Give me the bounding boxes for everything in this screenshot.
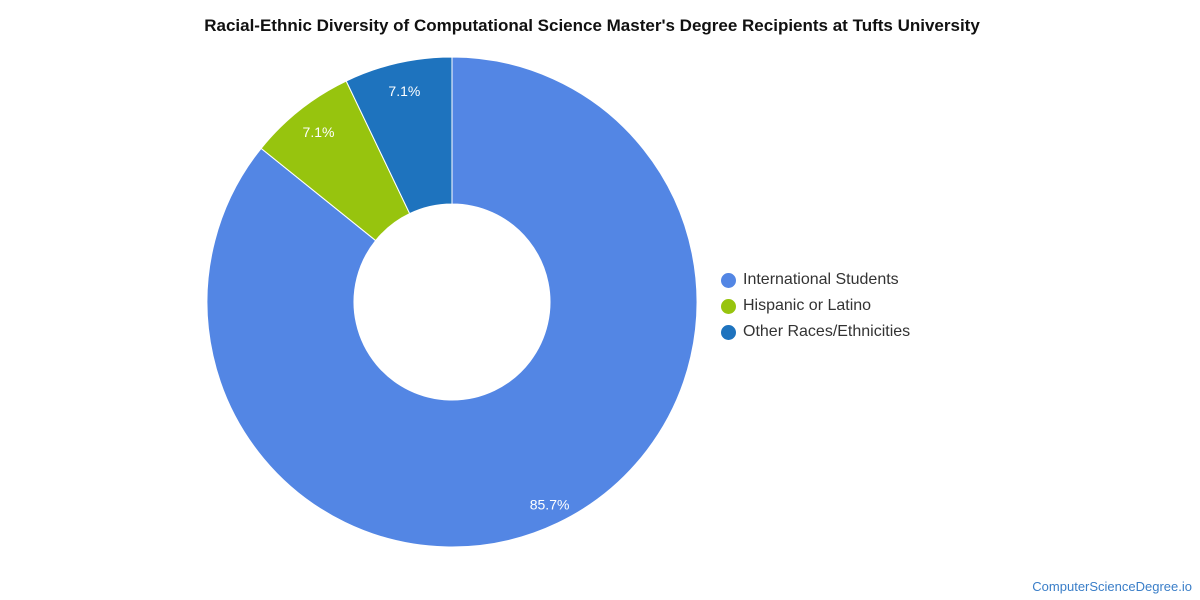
- legend-label: Other Races/Ethnicities: [743, 323, 911, 340]
- legend-item-international-students[interactable]: International Students: [721, 267, 910, 293]
- slice-label-international-students: 85.7%: [530, 497, 570, 513]
- legend-label: Hispanic or Latino: [743, 297, 872, 314]
- chart-title: Racial-Ethnic Diversity of Computational…: [204, 16, 980, 35]
- slice-label-other-races-ethnicities: 7.1%: [388, 83, 420, 99]
- legend-swatch: [721, 298, 736, 314]
- slice-other-races-ethnicities[interactable]: [345, 56, 453, 215]
- slice-label-hispanic-or-latino: 7.1%: [303, 124, 335, 140]
- slice-international-students[interactable]: [206, 56, 698, 548]
- legend-item-hispanic-or-latino[interactable]: Hispanic or Latino: [721, 293, 910, 319]
- legend-swatch: [721, 272, 736, 288]
- legend-item-other-races-ethnicities[interactable]: Other Races/Ethnicities: [721, 319, 910, 345]
- site-watermark[interactable]: ComputerScienceDegree.io: [1032, 579, 1192, 594]
- legend-label: International Students: [743, 271, 899, 288]
- chart-legend: International Students Hispanic or Latin…: [721, 267, 910, 345]
- legend-swatch: [721, 324, 736, 340]
